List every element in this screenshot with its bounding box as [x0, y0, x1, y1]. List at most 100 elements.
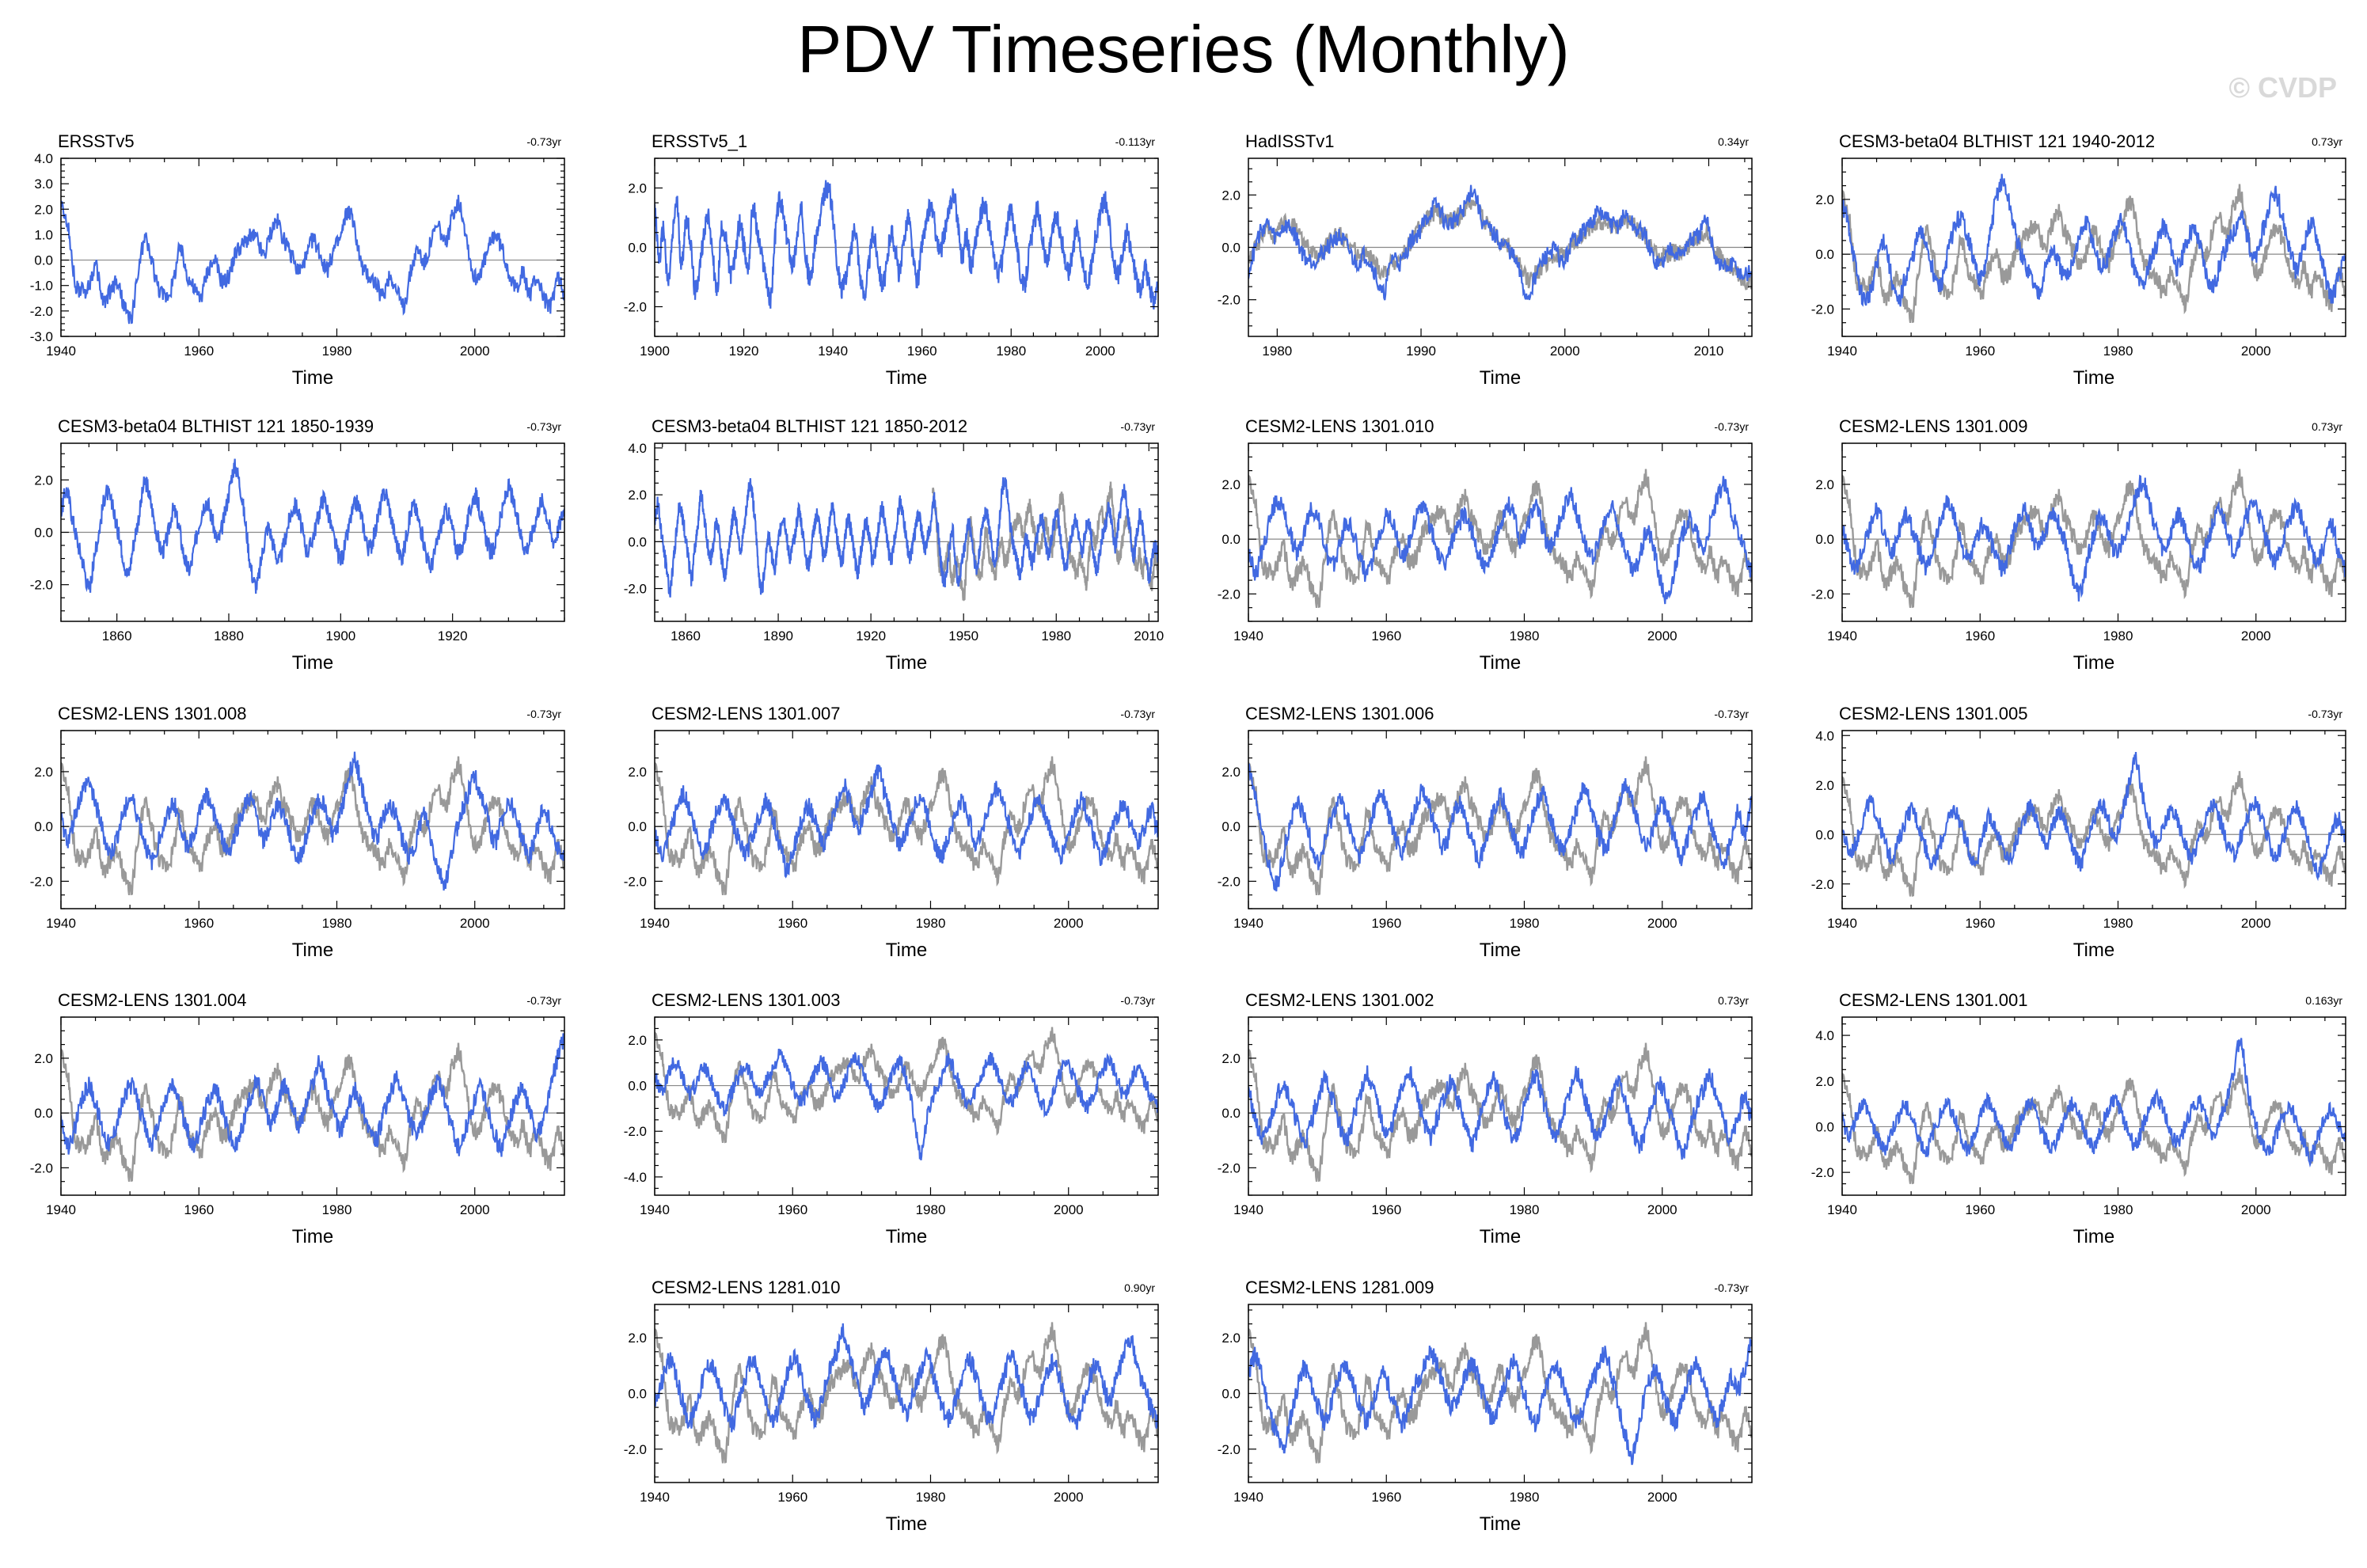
x-tick-label: 1960: [184, 344, 214, 359]
panel-9: CESM2-LENS 1301.008 -0.73yr 1940 1960 1980 20…: [30, 704, 565, 961]
x-tick-label: 1960: [1371, 1202, 1401, 1217]
x-tick-label: 1980: [1510, 916, 1540, 931]
model-series-line: [1842, 173, 2346, 307]
panel-13: CESM2-LENS 1301.004 -0.73yr 1940 1960 1980 20…: [30, 990, 565, 1247]
x-tick-label: 2000: [460, 916, 490, 931]
plot-frame: [60, 730, 565, 909]
y-tick-label: 2.0: [1221, 1331, 1240, 1346]
panel-2: ERSSTv5_1 -0.113yr 1900 1920 1940 1960 1980 200…: [624, 131, 1159, 389]
x-tick-label: 1940: [46, 344, 76, 359]
y-tick-label: -2.0: [624, 1124, 647, 1139]
panel-12: CESM2-LENS 1301.005 -0.73yr 1940 1960 1980 20…: [1811, 704, 2346, 961]
y-tick-label: 2.0: [628, 1331, 647, 1346]
series-group: [1248, 756, 1752, 896]
plot-frame: [654, 730, 1159, 909]
y-tick-label: 2.0: [34, 473, 53, 488]
x-tick-label: 1960: [777, 1202, 807, 1217]
x-axis-label: Time: [886, 652, 927, 674]
y-tick-label: 2.0: [1815, 192, 1834, 207]
y-tick-label: 0.0: [628, 534, 647, 549]
x-axis-label: Time: [886, 1226, 927, 1247]
y-tick-label: 0.0: [34, 253, 53, 268]
x-axis-label: Time: [292, 1226, 333, 1247]
y-tick-label: 4.0: [34, 151, 53, 166]
trend-label: 0.34yr: [1718, 135, 1749, 148]
panel-3: HadISSTv1 0.34yr 1980 1990 2000 2010 -2.0 0.0 2.…: [1218, 131, 1753, 389]
x-tick-label: 1940: [640, 1202, 670, 1217]
obs-series-line: [1842, 469, 2346, 609]
plot-frame: [1841, 442, 2346, 622]
x-tick-label: 2000: [1054, 1202, 1084, 1217]
x-axis-label: Time: [2073, 367, 2114, 389]
x-tick-label: 1980: [916, 1202, 946, 1217]
x-tick-label: 1980: [2103, 916, 2133, 931]
panel-title: CESM2-LENS 1301.003: [652, 990, 840, 1010]
x-tick-label: 1940: [1827, 344, 1857, 359]
x-axis-label: Time: [1480, 1513, 1521, 1535]
panel-title: ERSSTv5: [58, 131, 135, 151]
model-series-line: [655, 764, 1158, 879]
y-tick-label: -3.0: [30, 329, 53, 344]
obs-series-line: [932, 481, 1158, 602]
trend-label: -0.73yr: [1714, 420, 1749, 433]
x-tick-label: 2000: [2241, 916, 2271, 931]
panel-18: CESM2-LENS 1281.009 -0.73yr 1940 1960 1980 20…: [1218, 1278, 1753, 1535]
x-tick-label: 1960: [184, 916, 214, 931]
y-tick-label: 2.0: [628, 181, 647, 196]
x-tick-label: 2000: [1647, 628, 1677, 644]
y-tick-label: 2.0: [34, 765, 53, 780]
trend-label: -0.73yr: [1120, 420, 1155, 433]
panel-1: ERSSTv5 -0.73yr 1940 1960 1980 2000 -3.0 -2.0 -1…: [30, 131, 565, 389]
y-tick-label: 0.0: [1221, 532, 1240, 547]
y-tick-label: -2.0: [30, 874, 53, 889]
model-series-line: [655, 1323, 1158, 1433]
series-group: [655, 476, 1158, 602]
panel-4: CESM3-beta04 BLTHIST 121 1940-2012 0.73yr…: [1811, 131, 2346, 389]
y-tick-label: -2.0: [1218, 587, 1240, 602]
y-tick-label: 0.0: [1815, 532, 1834, 547]
model-series-line: [61, 195, 564, 325]
trend-label: -0.113yr: [1115, 135, 1156, 148]
x-tick-label: 1960: [777, 916, 807, 931]
series-group: [1248, 184, 1752, 301]
trend-label: 0.163yr: [2305, 994, 2342, 1007]
panel-title: HadISSTv1: [1245, 131, 1335, 151]
x-tick-label: 1980: [1510, 628, 1540, 644]
x-tick-label: 2000: [1647, 1490, 1677, 1505]
x-tick-label: 1940: [1233, 916, 1263, 931]
x-tick-label: 1860: [102, 628, 132, 644]
series-group: [1248, 469, 1752, 609]
panel-title: CESM3-beta04 BLTHIST 121 1850-1939: [58, 416, 374, 436]
x-tick-label: 1860: [671, 628, 701, 644]
x-tick-label: 1940: [640, 916, 670, 931]
y-tick-label: -2.0: [1811, 877, 1834, 892]
trend-label: 0.90yr: [1124, 1281, 1155, 1294]
x-tick-label: 1960: [1965, 344, 1995, 359]
y-tick-label: 2.0: [1815, 778, 1834, 793]
plot-frame: [654, 1016, 1159, 1196]
trend-label: -0.73yr: [526, 135, 561, 148]
x-tick-label: 1920: [856, 628, 886, 644]
x-tick-label: 1980: [1041, 628, 1071, 644]
x-tick-label: 1980: [2103, 1202, 2133, 1217]
x-tick-label: 2000: [460, 1202, 490, 1217]
y-tick-label: -2.0: [624, 582, 647, 597]
y-tick-label: 2.0: [628, 488, 647, 503]
x-tick-label: 1960: [777, 1490, 807, 1505]
x-tick-label: 1980: [1262, 344, 1292, 359]
y-tick-label: 0.0: [628, 819, 647, 834]
x-tick-label: 1940: [46, 916, 76, 931]
trend-label: 0.73yr: [2312, 135, 2342, 148]
y-tick-label: -2.0: [624, 874, 647, 889]
panel-title: CESM2-LENS 1281.009: [1245, 1278, 1434, 1297]
x-axis-label: Time: [2073, 1226, 2114, 1247]
model-series-line: [61, 458, 564, 594]
x-tick-label: 1920: [438, 628, 468, 644]
obs-series-line: [1248, 1042, 1752, 1183]
x-tick-label: 1940: [818, 344, 848, 359]
y-tick-label: 2.0: [628, 1033, 647, 1048]
x-tick-label: 1940: [46, 1202, 76, 1217]
obs-series-line: [1842, 184, 2346, 324]
x-tick-label: 1980: [1510, 1490, 1540, 1505]
obs-series-line: [655, 1027, 1158, 1144]
